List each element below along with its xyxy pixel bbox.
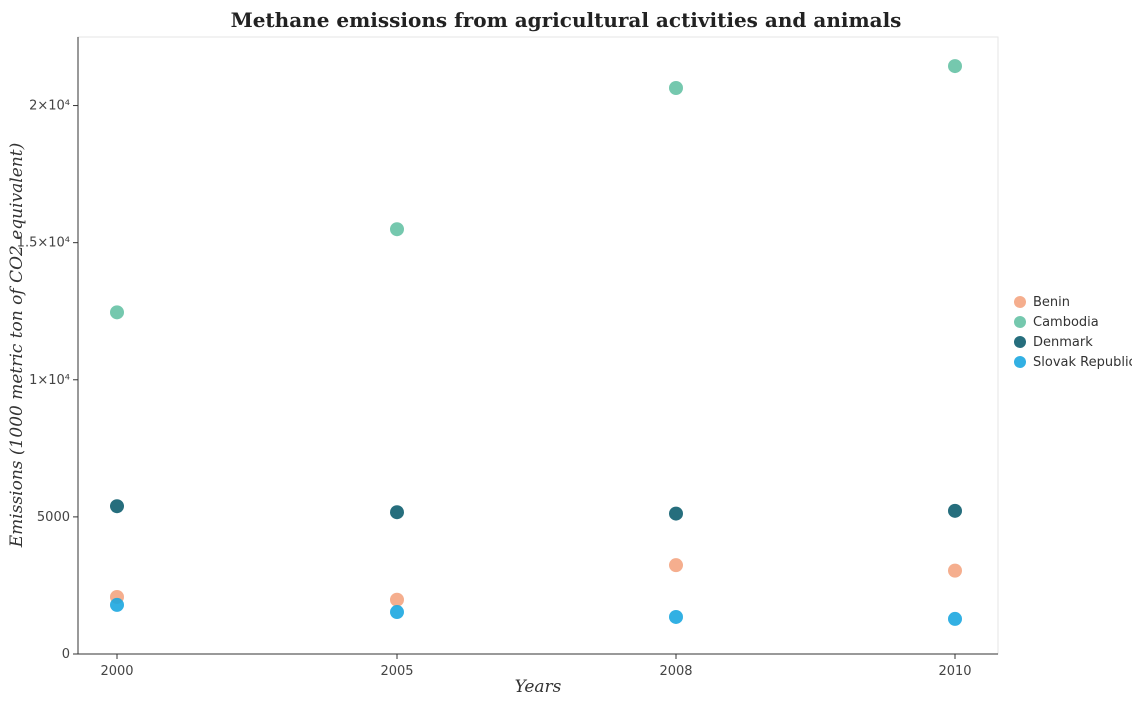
x-axis-title: Years (515, 677, 562, 697)
point-cambodia-2010 (948, 59, 962, 74)
point-denmark-2008 (669, 506, 683, 521)
point-slovak-republic-2008 (669, 609, 683, 624)
y-tick-label: 5000 (37, 510, 70, 525)
x-tick-label: 2008 (659, 664, 692, 679)
point-benin-2010 (948, 563, 962, 578)
y-axis-title: Emissions (1000 metric ton of CO2 equiva… (7, 143, 27, 548)
point-slovak-republic-2010 (948, 611, 962, 626)
x-tick-label: 2010 (938, 664, 971, 679)
point-slovak-republic-2000 (110, 597, 124, 612)
point-benin-2008 (669, 558, 683, 573)
legend-marker-slovak-republic (1014, 356, 1026, 368)
y-axis-ticks: 0 5000 1×10⁴ 1.5×10⁴ 2×10⁴ (17, 99, 78, 662)
chart-title: Methane emissions from agricultural acti… (231, 8, 902, 32)
point-cambodia-2000 (110, 305, 124, 320)
legend-marker-benin (1014, 296, 1026, 308)
point-cambodia-2005 (390, 222, 404, 237)
point-slovak-republic-2005 (390, 605, 404, 620)
x-tick-label: 2000 (100, 664, 133, 679)
data-points (110, 59, 962, 626)
point-denmark-2000 (110, 499, 124, 514)
legend-marker-denmark (1014, 336, 1026, 348)
legend-label-denmark: Denmark (1033, 335, 1093, 350)
x-axis-ticks: 2000 2005 2008 2010 (100, 654, 972, 679)
point-denmark-2005 (390, 505, 404, 520)
point-benin-2005 (390, 592, 404, 607)
legend-label-slovak-republic: Slovak Republic (1033, 355, 1132, 370)
y-tick-label: 0 (62, 647, 70, 662)
y-tick-label: 1.5×10⁴ (17, 236, 70, 251)
point-cambodia-2008 (669, 81, 683, 96)
y-tick-label: 2×10⁴ (29, 99, 70, 114)
legend-label-benin: Benin (1033, 295, 1070, 310)
point-denmark-2010 (948, 503, 962, 518)
legend-label-cambodia: Cambodia (1033, 315, 1099, 330)
x-tick-label: 2005 (380, 664, 413, 679)
legend: Benin Cambodia Denmark Slovak Republic (1014, 295, 1132, 370)
y-tick-label: 1×10⁴ (29, 373, 70, 388)
legend-marker-cambodia (1014, 316, 1026, 328)
